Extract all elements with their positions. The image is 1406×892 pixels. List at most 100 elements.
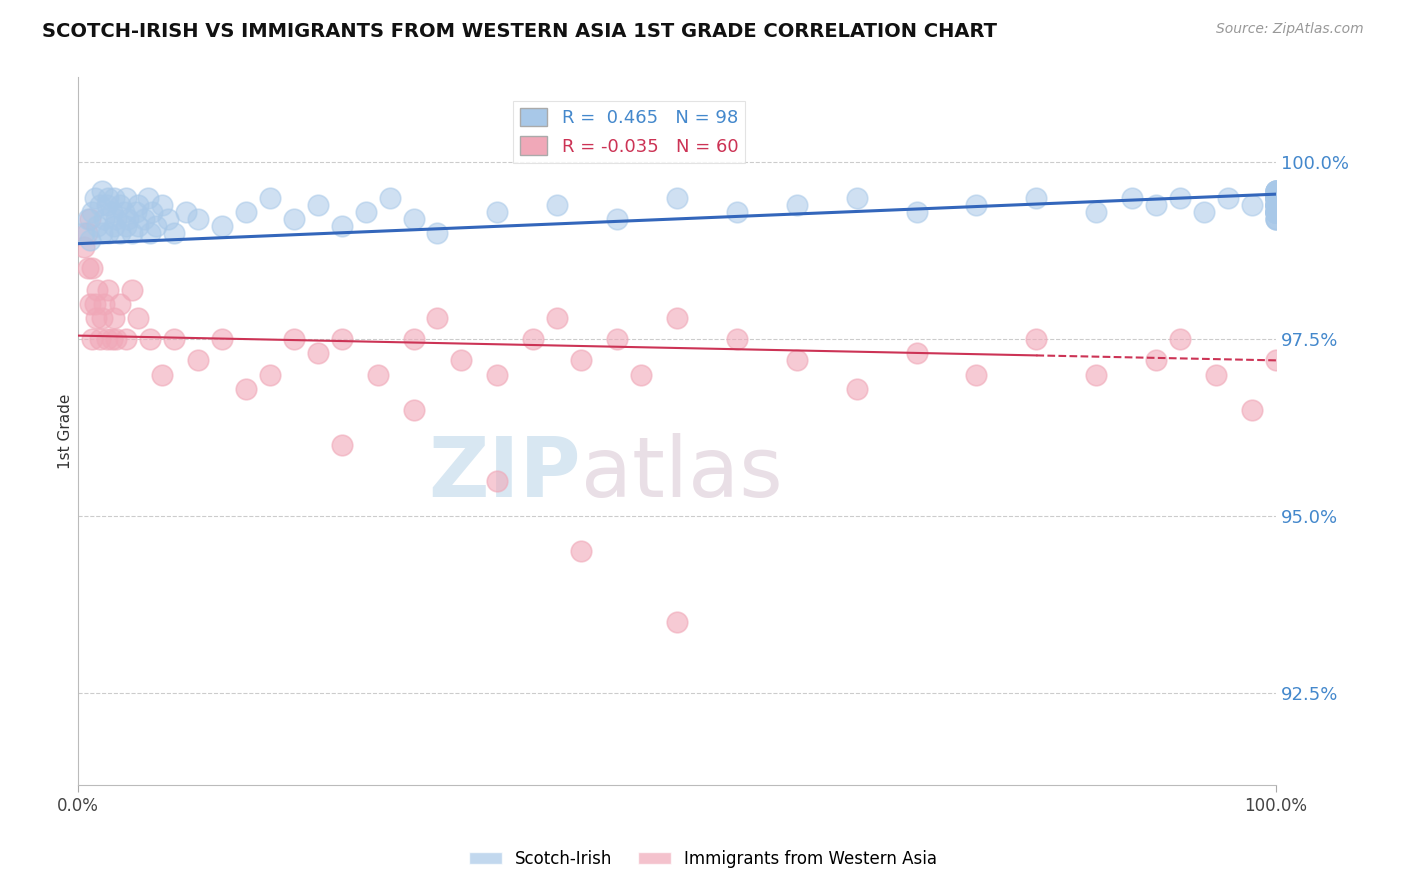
Point bbox=[174, 204, 197, 219]
Point bbox=[1265, 211, 1288, 226]
Point bbox=[136, 191, 159, 205]
Point bbox=[486, 368, 509, 382]
Point bbox=[307, 198, 329, 212]
Point bbox=[1265, 211, 1288, 226]
Point bbox=[97, 226, 120, 240]
Point bbox=[1265, 204, 1288, 219]
Text: Source: ZipAtlas.com: Source: ZipAtlas.com bbox=[1216, 22, 1364, 37]
Point bbox=[1265, 191, 1288, 205]
Point bbox=[76, 211, 98, 226]
Point bbox=[426, 226, 449, 240]
Point bbox=[187, 211, 209, 226]
Point bbox=[127, 198, 149, 212]
Point bbox=[1144, 353, 1167, 368]
Point bbox=[1025, 191, 1047, 205]
Point bbox=[1265, 198, 1288, 212]
Point bbox=[1025, 332, 1047, 346]
Point bbox=[402, 403, 425, 417]
Point bbox=[83, 191, 105, 205]
Point bbox=[522, 332, 544, 346]
Point bbox=[1265, 204, 1288, 219]
Point bbox=[79, 233, 101, 247]
Point bbox=[569, 544, 592, 558]
Point bbox=[402, 211, 425, 226]
Point bbox=[307, 346, 329, 360]
Point bbox=[1265, 184, 1288, 198]
Text: ZIP: ZIP bbox=[429, 433, 581, 514]
Point bbox=[100, 204, 122, 219]
Point bbox=[103, 310, 125, 325]
Point bbox=[1265, 204, 1288, 219]
Point bbox=[103, 219, 125, 233]
Point bbox=[1265, 191, 1288, 205]
Point bbox=[89, 332, 111, 346]
Point bbox=[163, 226, 186, 240]
Point bbox=[145, 219, 167, 233]
Point bbox=[1265, 184, 1288, 198]
Point bbox=[1265, 198, 1288, 212]
Point bbox=[108, 226, 131, 240]
Point bbox=[905, 204, 928, 219]
Point bbox=[569, 353, 592, 368]
Point bbox=[105, 211, 128, 226]
Point bbox=[1265, 198, 1288, 212]
Point bbox=[91, 184, 114, 198]
Point bbox=[163, 332, 186, 346]
Point bbox=[82, 261, 104, 276]
Point bbox=[259, 368, 281, 382]
Point bbox=[86, 219, 108, 233]
Point bbox=[1265, 204, 1288, 219]
Point bbox=[100, 332, 122, 346]
Point bbox=[86, 283, 108, 297]
Point bbox=[103, 191, 125, 205]
Point bbox=[150, 368, 173, 382]
Point bbox=[1192, 204, 1215, 219]
Point bbox=[91, 226, 114, 240]
Point bbox=[93, 297, 115, 311]
Point bbox=[156, 211, 179, 226]
Point bbox=[124, 204, 146, 219]
Point bbox=[1205, 368, 1227, 382]
Point bbox=[450, 353, 472, 368]
Point bbox=[402, 332, 425, 346]
Point bbox=[79, 297, 101, 311]
Point bbox=[1168, 332, 1191, 346]
Point bbox=[1265, 184, 1288, 198]
Point bbox=[1265, 191, 1288, 205]
Point bbox=[378, 191, 401, 205]
Point bbox=[117, 211, 139, 226]
Point bbox=[845, 382, 868, 396]
Point bbox=[73, 240, 96, 254]
Point bbox=[76, 261, 98, 276]
Point bbox=[1265, 353, 1288, 368]
Point bbox=[73, 226, 96, 240]
Point bbox=[966, 198, 988, 212]
Point bbox=[1265, 191, 1288, 205]
Point bbox=[546, 310, 568, 325]
Point bbox=[354, 204, 377, 219]
Point bbox=[330, 332, 353, 346]
Point bbox=[845, 191, 868, 205]
Point bbox=[259, 191, 281, 205]
Point bbox=[83, 297, 105, 311]
Point bbox=[127, 219, 149, 233]
Point bbox=[89, 198, 111, 212]
Point bbox=[211, 332, 233, 346]
Point bbox=[141, 204, 163, 219]
Point bbox=[79, 211, 101, 226]
Point bbox=[211, 219, 233, 233]
Point bbox=[96, 332, 118, 346]
Y-axis label: 1st Grade: 1st Grade bbox=[58, 393, 73, 469]
Point bbox=[1085, 368, 1108, 382]
Text: atlas: atlas bbox=[581, 433, 783, 514]
Point bbox=[1121, 191, 1143, 205]
Text: SCOTCH-IRISH VS IMMIGRANTS FROM WESTERN ASIA 1ST GRADE CORRELATION CHART: SCOTCH-IRISH VS IMMIGRANTS FROM WESTERN … bbox=[42, 22, 997, 41]
Point bbox=[1265, 191, 1288, 205]
Point bbox=[330, 219, 353, 233]
Point bbox=[1265, 184, 1288, 198]
Point bbox=[82, 332, 104, 346]
Point bbox=[367, 368, 389, 382]
Point bbox=[786, 198, 808, 212]
Point bbox=[1144, 198, 1167, 212]
Point bbox=[97, 283, 120, 297]
